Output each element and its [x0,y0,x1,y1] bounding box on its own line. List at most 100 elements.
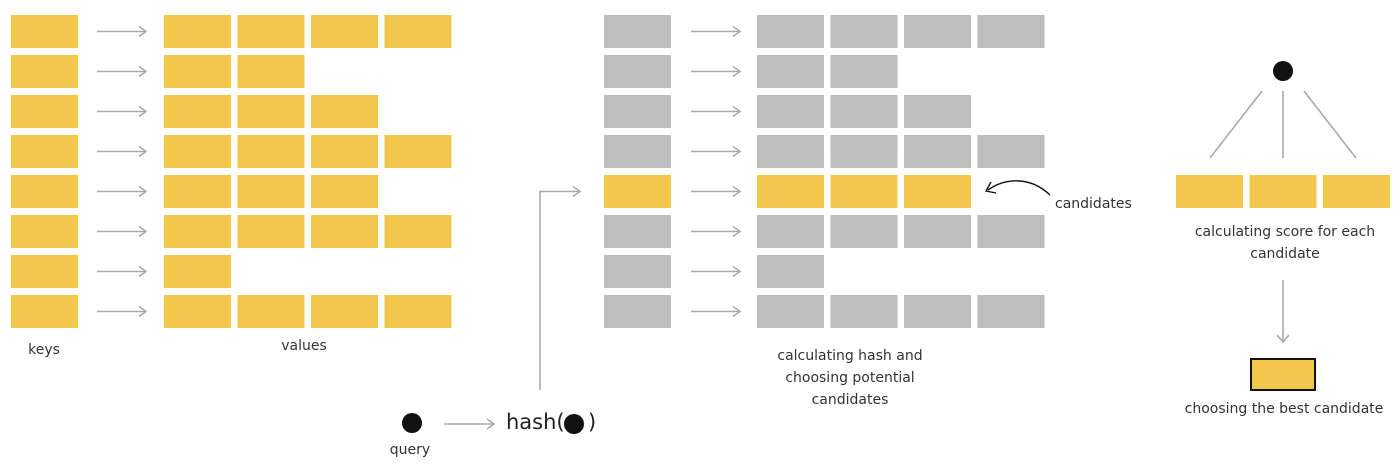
hash-to-bucket-line [539,190,580,390]
hash-suffix: ) [588,410,597,434]
left-value-cell [311,15,378,48]
left-row-arrow-icon [97,225,148,238]
arrow-head-icon [138,25,148,38]
left-value-cell [164,175,231,208]
arrow-head-icon [138,65,148,78]
mid-key-cell [604,175,671,208]
left-key-cell [11,255,78,288]
mid-row-arrow-icon [691,65,742,78]
left-value-cell [311,175,378,208]
arrow-head-icon [732,185,742,198]
mid-value-cell [904,95,971,128]
mid-value-cell [830,215,898,248]
mid-value-cell [830,295,898,328]
mid-value-cell [757,295,824,328]
mid-value-cell [904,135,971,168]
mid-value-cell [904,295,971,328]
left-row-arrow-icon [97,305,148,318]
left-value-cell [384,15,452,48]
mid-value-cell [904,15,971,48]
hash-to-bucket-arrow-head-icon [572,185,582,198]
left-value-cell [164,95,231,128]
left-value-cell [237,175,305,208]
mid-key-cell [604,55,671,88]
hash-dot-icon [564,414,584,434]
arrow-head-icon [486,418,496,430]
connectors [402,180,1051,434]
mid-value-cell [830,15,898,48]
left-key-cell [11,135,78,168]
mid-key-cell [604,135,671,168]
left-key-cell [11,175,78,208]
mid-value-cell [904,215,971,248]
mid-value-cell [830,175,898,208]
arrow-head-icon [732,105,742,118]
candidates-label: candidates [1055,196,1132,212]
mid-row-arrow-icon [691,145,742,158]
arrow-head-icon [138,145,148,158]
mid-row-arrow-icon [691,305,742,318]
root-dot-icon [1273,61,1293,81]
arrow-head-icon [138,105,148,118]
mid-value-cell [757,135,824,168]
left-key-cell [11,215,78,248]
left-key-cell [11,295,78,328]
mid-value-cell [830,135,898,168]
left-value-cell [237,95,305,128]
arrow-head-icon [732,265,742,278]
mid-value-cell [904,175,971,208]
mid-value-cell [977,135,1045,168]
left-value-cell [164,295,231,328]
arrow-head-icon [138,225,148,238]
mid-key-cell [604,295,671,328]
left-value-cell [237,295,305,328]
mid-row-arrow-icon [691,25,742,38]
left-key-cell [11,15,78,48]
mid-key-cell [604,255,671,288]
mid-value-cell [757,95,824,128]
mid-row-arrow-icon [691,225,742,238]
left-value-cell [164,215,231,248]
mid-value-cell [977,215,1045,248]
score-caption: calculating score for each candidate [1194,224,1376,262]
values-label: values [281,338,327,354]
mid-value-cell [757,175,824,208]
arrow-head-icon [732,145,742,158]
middle-caption: calculating hash and choosing potential … [777,348,923,408]
mid-value-cell [757,215,824,248]
left-row-arrow-icon [97,145,148,158]
mid-value-cell [757,255,824,288]
mid-row-arrow-icon [691,105,742,118]
arrow-head-icon [138,265,148,278]
arrow-head-icon [138,305,148,318]
mid-value-cell [757,15,824,48]
query-label: query [389,442,431,458]
branch-line [1209,90,1263,159]
middle-hash-table [604,15,1045,328]
left-value-cell [237,135,305,168]
arrow-head-icon [732,65,742,78]
left-value-cell [164,55,231,88]
left-value-cell [164,255,231,288]
curved-arrow-icon [987,180,1051,196]
mid-key-cell [604,215,671,248]
left-value-cell [237,215,305,248]
left-row-arrow-icon [97,265,148,278]
branch-line [1303,90,1357,159]
mid-row-arrow-icon [691,265,742,278]
left-value-cell [384,295,452,328]
arrow-head-icon [732,25,742,38]
mid-key-cell [604,95,671,128]
left-row-arrow-icon [97,25,148,38]
arrow-head-icon [138,185,148,198]
left-value-cell [164,15,231,48]
left-value-cell [164,135,231,168]
mid-value-cell [977,295,1045,328]
left-value-cell [384,215,452,248]
left-row-arrow-icon [97,65,148,78]
left-row-arrow-icon [97,185,148,198]
curved-arrow-head-icon [984,181,997,194]
mid-key-cell [604,15,671,48]
